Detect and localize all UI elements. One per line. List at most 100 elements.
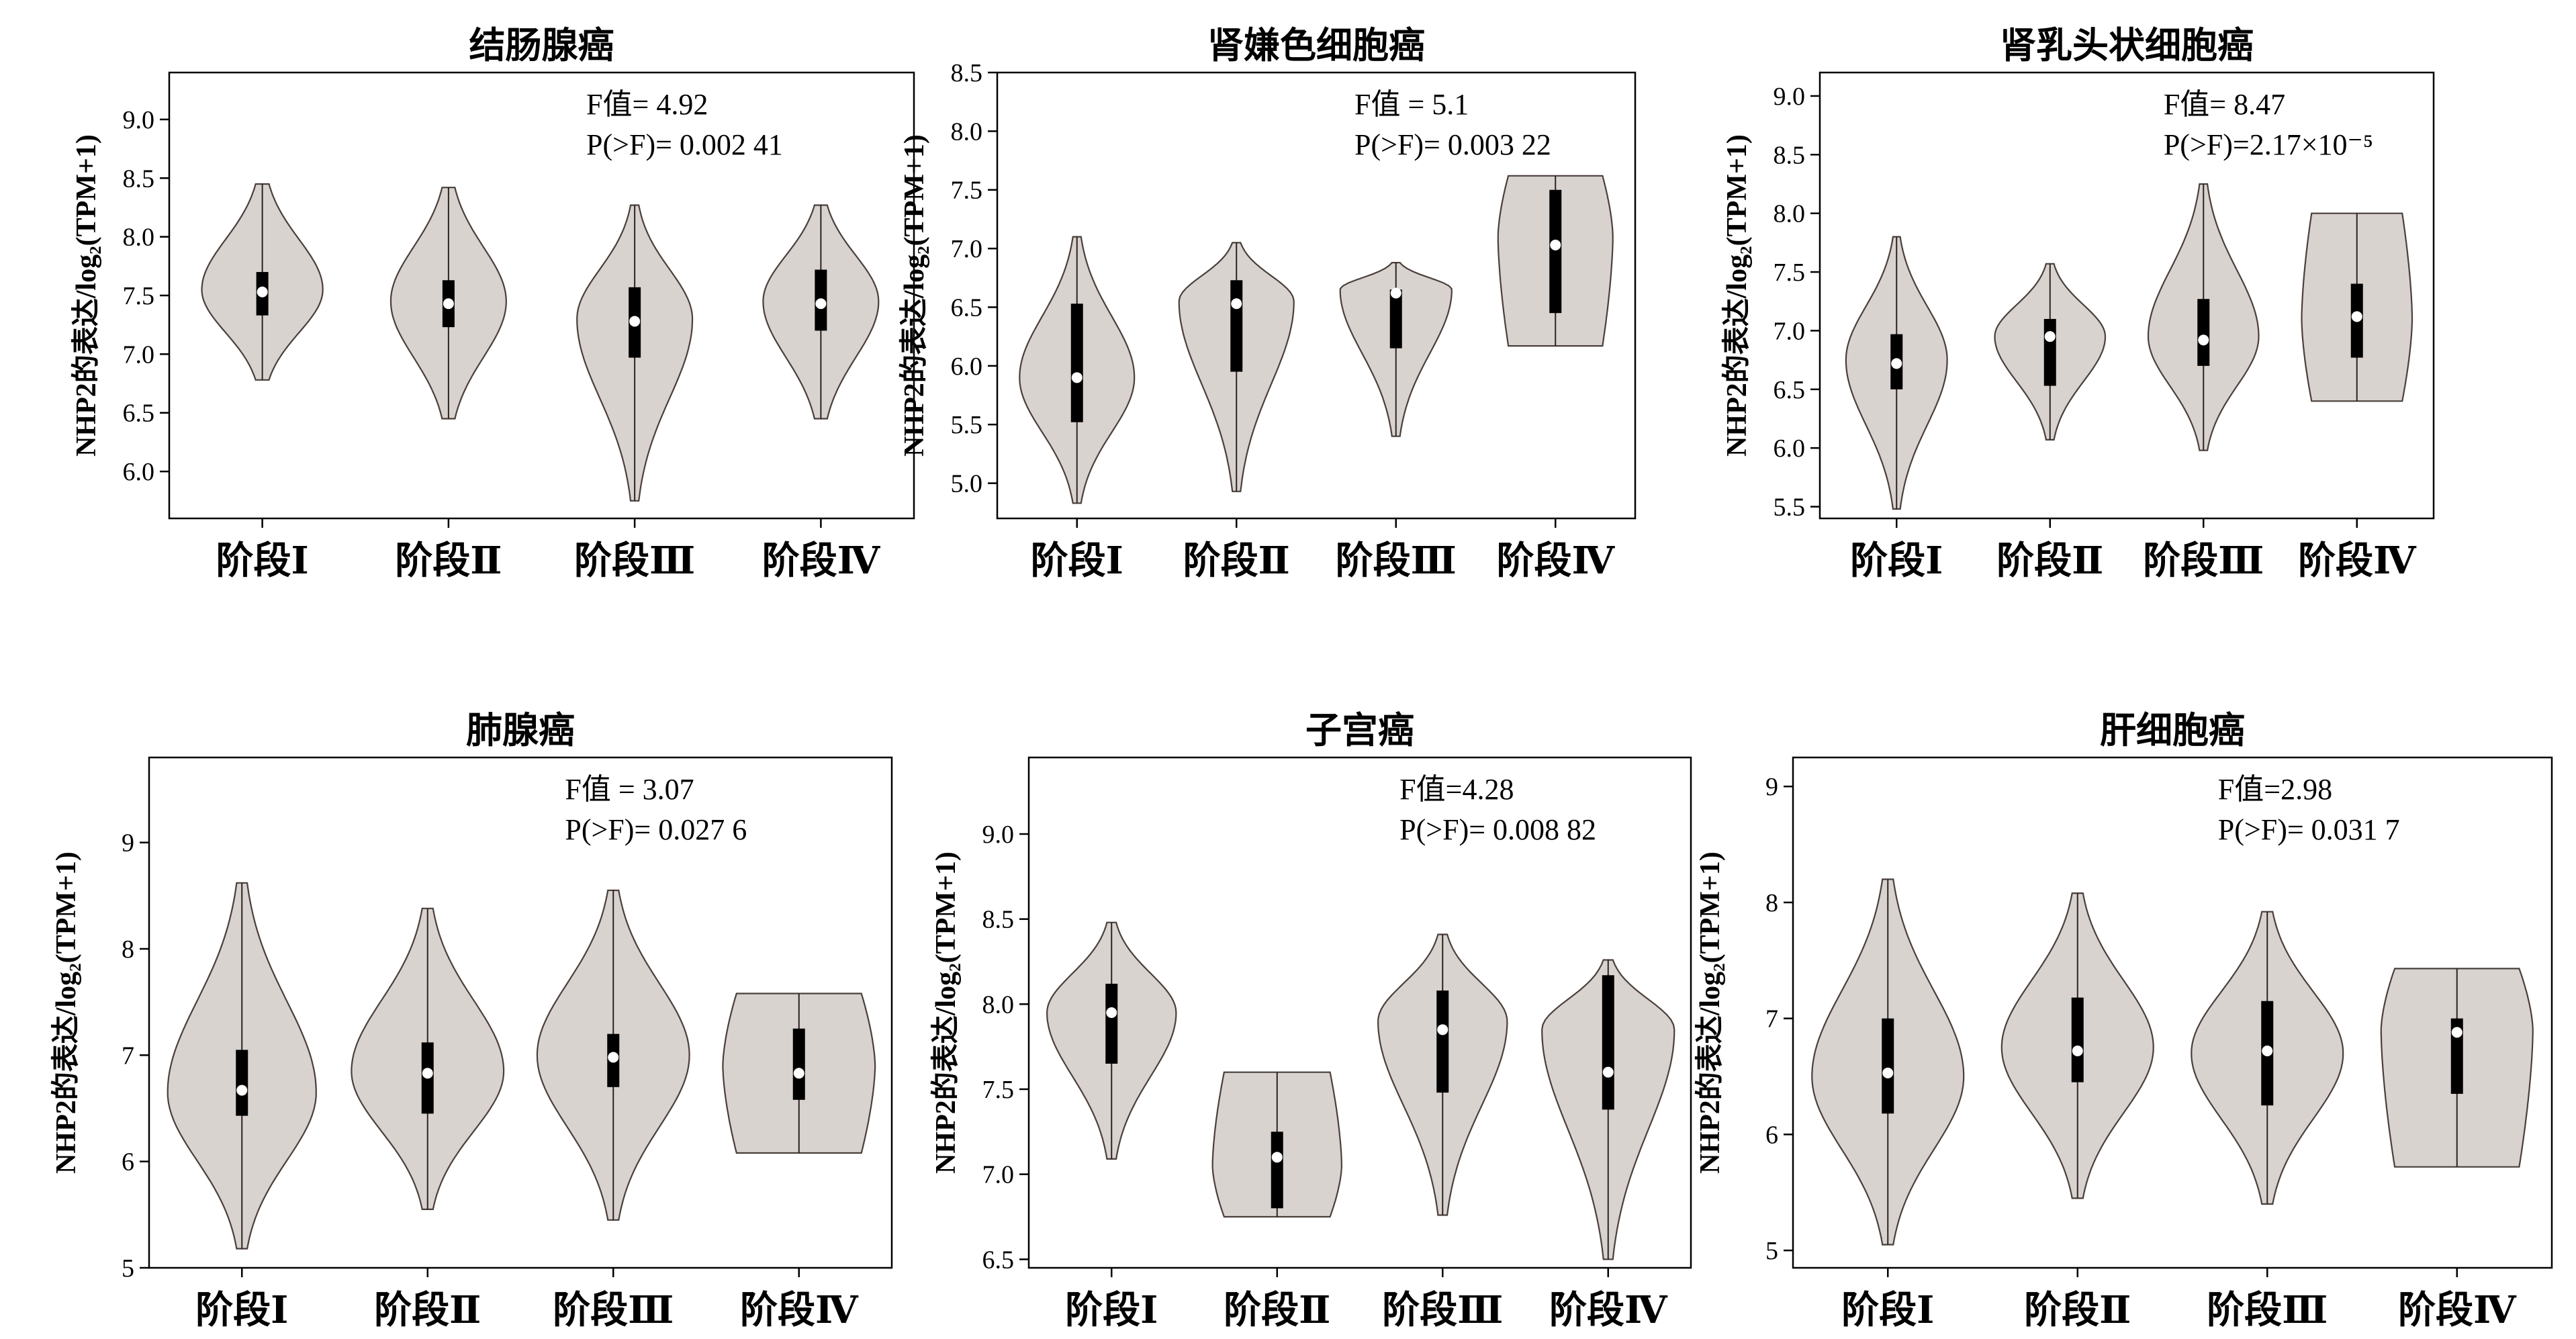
y-axis-label: NHP2的表达/log₂(TPM+1)	[899, 134, 930, 457]
y-tick-label: 5	[122, 1254, 134, 1283]
x-tick-label: 阶段Ⅱ	[1183, 541, 1290, 582]
median-dot	[2044, 331, 2056, 342]
median-dot	[1882, 1067, 1894, 1078]
y-tick-label: 6.0	[951, 353, 983, 381]
median-dot	[2451, 1027, 2463, 1038]
y-tick-label: 7	[122, 1042, 134, 1070]
f-statistic: F值= 8.47	[2164, 88, 2285, 121]
x-tick-label: 阶段Ⅱ	[395, 541, 502, 582]
median-dot	[1231, 298, 1242, 310]
chart-panel-3: 肾乳头状细胞癌 5.5 6.0 6.5 7.0 7.5 8.0 8.5 9.0 NHP2的表达/l…	[1721, 26, 2435, 582]
y-tick-label: 9	[122, 829, 134, 858]
plot-frame	[1819, 71, 2435, 520]
median-dot	[422, 1068, 433, 1079]
y-tick-label: 7.0	[1774, 317, 1806, 345]
chart-title: 肝细胞癌	[2100, 710, 2245, 751]
y-tick-label: 5.5	[1774, 494, 1806, 522]
x-tick-label: 阶段Ⅱ	[1996, 541, 2103, 582]
iqr-box	[1230, 280, 1243, 372]
x-tick-label: 阶段Ⅲ	[2143, 541, 2264, 582]
median-dot	[1550, 239, 1561, 250]
f-statistic: F值 = 3.07	[565, 773, 694, 806]
y-tick-label: 8.5	[951, 59, 983, 87]
f-statistic: F值=4.28	[1399, 773, 1514, 806]
iqr-box	[1882, 1018, 1894, 1114]
p-value: P(>F)= 0.031 7	[2218, 813, 2400, 846]
iqr-box	[1549, 189, 1562, 314]
y-tick-label: 6	[122, 1148, 134, 1176]
y-tick-label: 8.0	[1774, 200, 1806, 228]
median-dot	[443, 298, 454, 310]
median-dot	[1071, 372, 1083, 383]
chart-title: 子宫癌	[1305, 710, 1414, 751]
p-value: P(>F)=2.17×10⁻⁵	[2164, 128, 2373, 161]
chart-panel-1: 结肠腺癌 6.0 6.5 7.0 7.5 8.0 8.5 9.0 NHP2的表达/log₂(TP…	[71, 26, 915, 582]
iqr-box	[1389, 289, 1402, 349]
y-tick-label: 8.0	[982, 990, 1015, 1019]
x-tick-label: 阶段Ⅰ	[1841, 1290, 1934, 1332]
plot-frame	[1792, 756, 2553, 1269]
x-tick-label: 阶段Ⅲ	[1336, 541, 1457, 582]
f-statistic: F值= 4.92	[586, 88, 708, 121]
plot-frame	[148, 756, 893, 1269]
x-tick-label: 阶段Ⅱ	[1224, 1290, 1330, 1332]
y-axis-label: NHP2的表达/log₂(TPM+1)	[1721, 134, 1753, 457]
x-tick-label: 阶段Ⅱ	[374, 1290, 481, 1332]
y-tick-label: 9.0	[982, 821, 1015, 849]
chart-panel-5: 子宫癌 6.5 7.0 7.5 8.0 8.5 9.0 NHP2的表达/log₂(TPM+1)…	[930, 710, 1692, 1332]
y-tick-label: 5.0	[951, 470, 983, 498]
x-tick-label: 阶段Ⅰ	[195, 1290, 288, 1332]
y-tick-label: 8	[122, 935, 134, 964]
y-tick-label: 9.0	[123, 106, 155, 134]
x-tick-label: 阶段Ⅲ	[574, 541, 695, 582]
median-dot	[2262, 1046, 2273, 1056]
y-tick-label: 7.5	[982, 1076, 1015, 1104]
median-dot	[1106, 1007, 1117, 1018]
chart-panel-4: 肺腺癌 5 6 7 8 9 NHP2的表达/log₂(TPM+1) 阶段Ⅰ 阶段Ⅱ 阶段Ⅲ 阶段Ⅳ F…	[50, 710, 893, 1332]
plot-frame	[1027, 756, 1692, 1269]
median-dot	[2351, 311, 2362, 322]
x-tick-label: 阶段Ⅰ	[1850, 541, 1943, 582]
y-axis-label: NHP2的表达/log₂(TPM+1)	[71, 134, 102, 457]
iqr-box	[2071, 997, 2084, 1082]
iqr-box	[792, 1028, 805, 1100]
y-tick-label: 6	[1765, 1121, 1778, 1149]
chart-panel-2: 肾嫌色细胞癌 5.0 5.5 6.0 6.5 7.0 7.5 8.0 8.5 NHP2的表达/lo…	[899, 26, 1637, 582]
y-tick-label: 7.0	[951, 235, 983, 263]
y-axis-label: NHP2的表达/log₂(TPM+1)	[930, 851, 962, 1174]
x-tick-label: 阶段Ⅳ	[1549, 1290, 1668, 1332]
y-tick-label: 8.5	[1774, 141, 1806, 169]
y-tick-label: 6.0	[1774, 434, 1806, 463]
y-tick-label: 8.0	[123, 224, 155, 252]
x-tick-label: 阶段Ⅱ	[2024, 1290, 2131, 1332]
iqr-box	[236, 1050, 248, 1116]
x-tick-label: 阶段Ⅳ	[740, 1290, 859, 1332]
y-tick-label: 6.5	[982, 1246, 1015, 1274]
x-tick-label: 阶段Ⅲ	[553, 1290, 674, 1332]
median-dot	[1891, 358, 1902, 369]
x-tick-label: 阶段Ⅰ	[216, 541, 309, 582]
f-statistic: F值 = 5.1	[1354, 88, 1469, 121]
iqr-box	[2043, 318, 2056, 386]
x-tick-label: 阶段Ⅰ	[1031, 541, 1123, 582]
iqr-box	[1436, 990, 1449, 1093]
median-dot	[1390, 287, 1401, 299]
x-tick-label: 阶段Ⅳ	[1496, 541, 1615, 582]
p-value: P(>F)= 0.002 41	[586, 128, 783, 161]
median-dot	[1437, 1024, 1448, 1035]
x-tick-label: 阶段Ⅰ	[1065, 1290, 1158, 1332]
median-dot	[2198, 334, 2209, 346]
median-dot	[629, 316, 641, 327]
median-dot	[236, 1084, 248, 1096]
iqr-box	[2197, 299, 2210, 366]
plot-frame	[996, 71, 1637, 520]
median-dot	[608, 1052, 619, 1063]
y-tick-label: 7.5	[1774, 259, 1806, 287]
iqr-box	[2450, 1018, 2463, 1094]
x-tick-label: 阶段Ⅳ	[2398, 1290, 2517, 1332]
median-dot	[2072, 1046, 2083, 1056]
y-tick-label: 7.5	[951, 177, 983, 205]
y-tick-label: 8.5	[123, 165, 155, 193]
f-statistic: F值=2.98	[2218, 773, 2332, 806]
